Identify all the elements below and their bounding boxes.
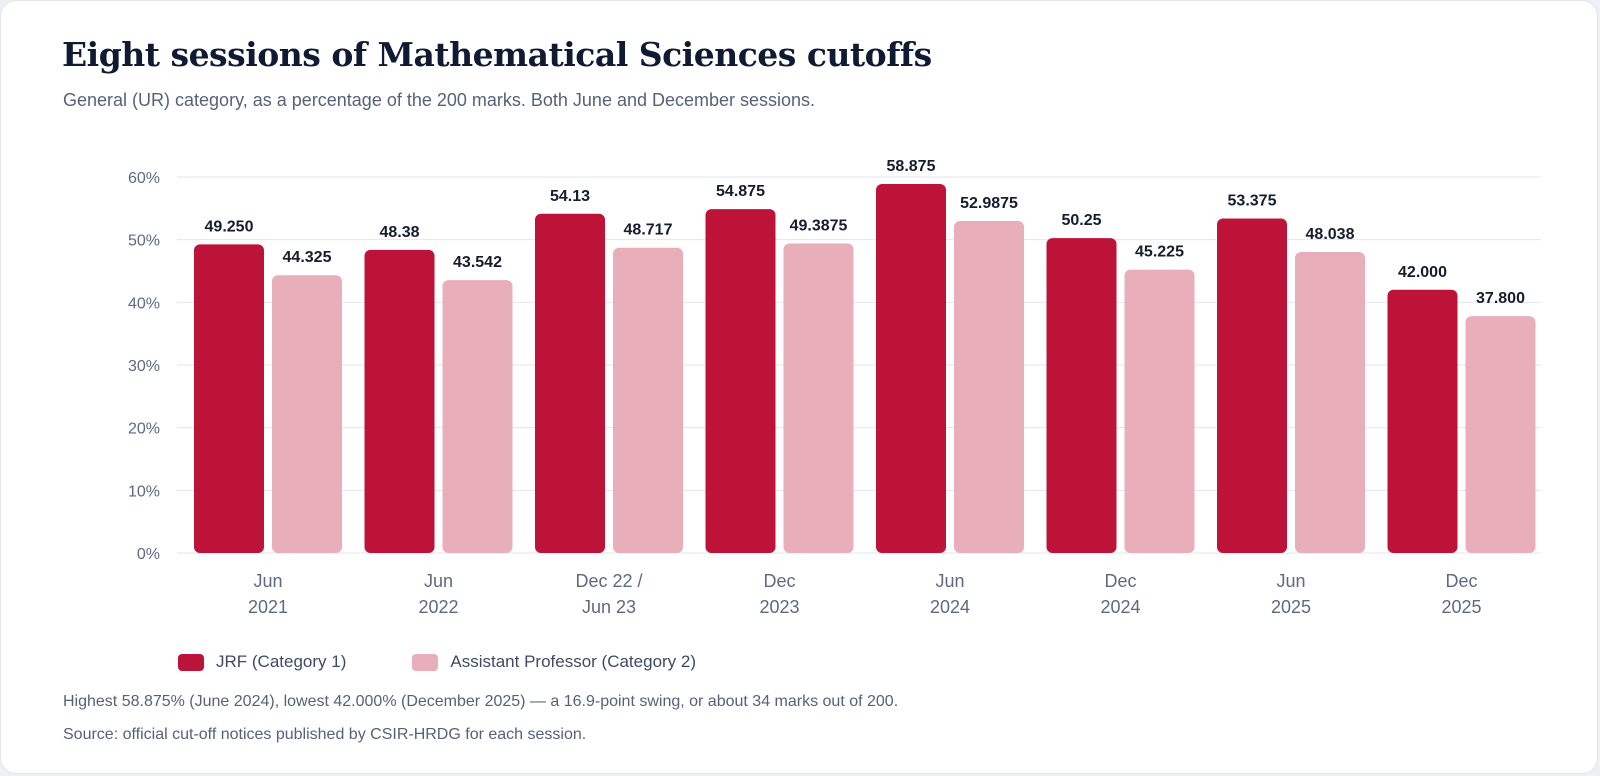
data-label: 48.38 <box>379 224 419 241</box>
data-label: 48.717 <box>624 222 673 239</box>
chart-title: Eight sessions of Mathematical Sciences … <box>62 35 932 74</box>
data-label: 49.3875 <box>790 218 848 235</box>
x-tick-label: Jun <box>1276 571 1305 591</box>
x-tick-label: 2025 <box>1271 597 1311 617</box>
bar-assistant-professor <box>442 280 513 553</box>
bar-assistant-professor <box>954 220 1024 553</box>
x-tick-label: 2024 <box>930 597 970 617</box>
data-label: 45.225 <box>1135 244 1184 261</box>
chart-legend: JRF (Category 1) Assistant Professor (Ca… <box>178 652 762 672</box>
x-tick-label: Dec 22 / <box>575 571 642 591</box>
bar-jrf <box>1217 218 1287 553</box>
data-label: 43.542 <box>453 254 502 271</box>
bar-jrf <box>535 213 605 553</box>
data-label: 53.375 <box>1228 193 1277 210</box>
legend-label-assistant-professor: Assistant Professor (Category 2) <box>450 652 697 671</box>
data-label: 54.875 <box>716 183 765 200</box>
bar-assistant-professor <box>1465 316 1536 553</box>
summary-note: Highest 58.875% (June 2024), lowest 42.0… <box>63 693 899 710</box>
x-tick-label: Dec <box>763 571 795 591</box>
data-label: 52.9875 <box>960 195 1018 212</box>
bar-assistant-professor <box>783 243 854 553</box>
legend-swatch-assistant-professor <box>412 653 439 671</box>
legend-label-jrf: JRF (Category 1) <box>216 652 347 671</box>
bar-jrf <box>705 209 776 553</box>
legend-item-assistant-professor: Assistant Professor (Category 2) <box>412 652 696 672</box>
data-label: 54.13 <box>550 188 590 205</box>
x-tick-label: Jun <box>253 571 282 591</box>
bar-assistant-professor <box>1124 269 1195 553</box>
bar-jrf <box>876 184 946 554</box>
x-tick-label: Jun <box>424 571 453 591</box>
data-label: 50.25 <box>1061 212 1101 229</box>
x-tick-label: Dec <box>1445 571 1477 591</box>
x-tick-label: 2025 <box>1441 597 1481 617</box>
data-label: 58.875 <box>887 158 936 175</box>
y-tick-label: 60% <box>128 170 160 187</box>
data-label: 42.000 <box>1398 264 1447 281</box>
bar-assistant-professor <box>1295 251 1365 554</box>
data-label: 44.325 <box>283 249 332 266</box>
y-tick-label: 0% <box>137 546 160 563</box>
bar-assistant-professor <box>613 247 683 554</box>
y-tick-label: 40% <box>128 295 160 312</box>
data-label: 49.250 <box>205 218 254 235</box>
bar-jrf <box>194 244 264 553</box>
x-tick-label: 2024 <box>1100 597 1140 617</box>
x-tick-label: 2021 <box>248 597 288 617</box>
bar-jrf <box>1046 238 1117 553</box>
source-note: Source: official cut-off notices publish… <box>63 726 587 743</box>
y-tick-label: 50% <box>128 233 160 250</box>
x-tick-label: Jun <box>935 571 964 591</box>
x-tick-label: Jun 23 <box>582 597 636 617</box>
chart-subtitle: General (UR) category, as a percentage o… <box>63 90 816 110</box>
x-tick-label: Dec <box>1104 571 1136 591</box>
y-tick-label: 20% <box>128 421 160 438</box>
legend-swatch-jrf <box>178 653 204 671</box>
legend-item-jrf: JRF (Category 1) <box>178 652 346 672</box>
data-label: 48.038 <box>1306 226 1355 243</box>
bar-chart: 0% 10% 20% 30% 40% 50% 60% 49.250 44.325 Jun 2021 4… <box>128 158 1541 617</box>
bar-jrf <box>1387 289 1458 553</box>
x-tick-label: 2023 <box>759 597 799 617</box>
y-tick-label: 10% <box>128 483 160 500</box>
x-tick-label: 2022 <box>418 597 458 617</box>
bar-assistant-professor <box>272 275 342 553</box>
y-tick-label: 30% <box>128 358 160 375</box>
data-label: 37.800 <box>1476 290 1525 307</box>
bar-jrf <box>364 249 435 553</box>
